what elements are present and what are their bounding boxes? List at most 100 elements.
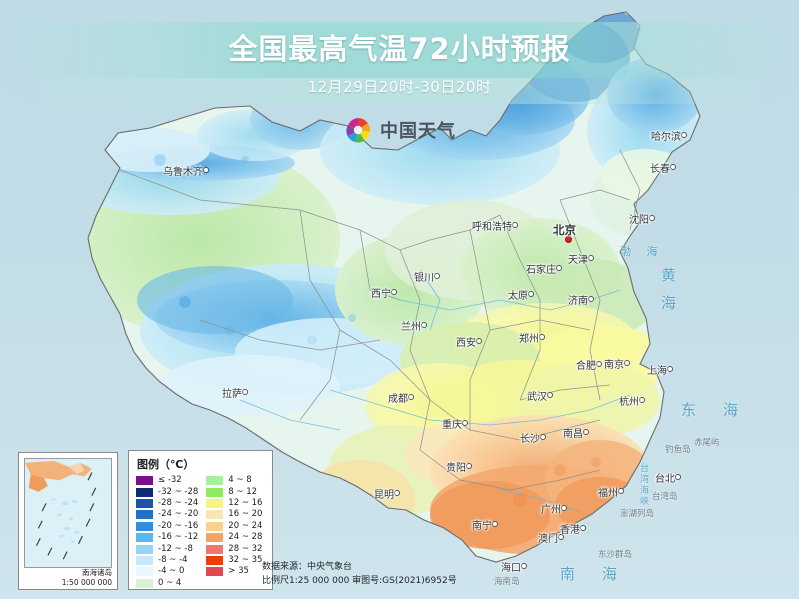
legend-swatch	[136, 533, 153, 543]
island-label: 台湾海峡	[638, 463, 648, 507]
inset-scale: 1:50 000 000	[61, 578, 112, 587]
capital-marker	[565, 236, 572, 243]
legend-item: -28 ~ -24	[136, 498, 198, 509]
city-label: 南京	[604, 360, 624, 371]
city-label: 哈尔滨	[651, 132, 681, 143]
city-label: 长春	[650, 164, 670, 175]
legend-label: 28 ~ 32	[228, 543, 263, 554]
sea-label: 黄	[661, 266, 683, 284]
city-label: 海口	[501, 563, 521, 574]
city-label: 武汉	[527, 392, 547, 403]
city-label: 西安	[456, 338, 476, 349]
legend-title: 图例（℃）	[137, 458, 195, 471]
city-label: 澳门	[538, 534, 558, 545]
city-marker	[670, 164, 676, 170]
legend-item: -32 ~ -28	[136, 486, 198, 497]
legend-swatch	[136, 567, 153, 577]
legend-swatch	[206, 567, 224, 577]
city-marker	[540, 434, 546, 440]
island-label: 澎湖列岛	[620, 509, 655, 519]
city-marker	[391, 289, 397, 295]
title-band-lower	[0, 78, 799, 104]
legend-swatch	[206, 544, 224, 554]
legend-swatch	[136, 510, 153, 520]
legend-item: 20 ~ 24	[206, 521, 262, 532]
legend-label: -32 ~ -28	[158, 486, 199, 497]
city-marker	[580, 525, 586, 531]
city-label: 济南	[568, 296, 588, 307]
legend-item: -20 ~ -16	[136, 521, 198, 532]
china-weather-swirl-icon	[343, 115, 373, 145]
legend-swatch	[206, 487, 224, 497]
legend-item: > 35	[206, 566, 262, 577]
legend-item: -16 ~ -12	[136, 532, 198, 543]
legend-label: 20 ~ 24	[228, 520, 263, 531]
brand-logo: 中国天气	[343, 112, 483, 148]
city-label: 西宁	[371, 289, 391, 300]
city-label: 广州	[541, 505, 561, 516]
legend-label: -4 ~ 0	[158, 566, 185, 577]
legend-label: -20 ~ -16	[158, 520, 199, 531]
city-label: 香港	[560, 525, 580, 536]
legend-item: 12 ~ 16	[206, 498, 262, 509]
city-label: 拉萨	[222, 389, 242, 400]
legend-item: 24 ~ 28	[206, 532, 262, 543]
legend-label: -24 ~ -20	[158, 509, 199, 520]
city-marker	[624, 360, 630, 366]
island-label: 赤尾屿	[694, 438, 720, 448]
city-marker	[462, 420, 468, 426]
city-marker	[675, 474, 681, 480]
city-label: 兰州	[401, 322, 421, 333]
city-label: 台北	[655, 474, 675, 485]
legend-item: -24 ~ -20	[136, 509, 198, 520]
city-label: 上海	[647, 366, 667, 377]
city-marker	[618, 488, 624, 494]
island-label: 东沙群岛	[598, 550, 633, 560]
city-marker	[476, 338, 482, 344]
city-marker	[492, 521, 498, 527]
legend-item: 4 ~ 8	[206, 475, 262, 486]
city-marker	[558, 534, 564, 540]
city-label: 杭州	[619, 397, 639, 408]
city-marker	[547, 392, 553, 398]
legend-label: 8 ~ 12	[228, 486, 258, 497]
legend-item: ≤ -32	[136, 475, 198, 486]
legend-item: 16 ~ 20	[206, 509, 262, 520]
city-label: 天津	[568, 255, 588, 266]
city-marker	[466, 463, 472, 469]
legend-label: -8 ~ -4	[158, 554, 188, 565]
city-marker	[561, 505, 567, 511]
page-title: 全国最高气温72小时预报	[228, 32, 571, 66]
city-marker	[539, 334, 545, 340]
city-label: 成都	[388, 394, 408, 405]
city-label: 乌鲁木齐	[163, 167, 203, 178]
brand-name: 中国天气	[380, 121, 456, 142]
legend-item: 0 ~ 4	[136, 578, 198, 589]
legend-swatch	[206, 510, 224, 520]
legend-swatch	[136, 544, 153, 554]
city-marker	[667, 366, 673, 372]
legend-swatch	[206, 521, 224, 531]
legend-item: 32 ~ 35	[206, 555, 262, 566]
island-label: 台湾岛	[652, 492, 678, 502]
sea-label: 南 海	[560, 565, 624, 583]
legend-item: -12 ~ -8	[136, 543, 198, 554]
data-source: 数据来源：中央气象台	[262, 562, 353, 572]
legend-swatch	[136, 555, 153, 565]
forecast-period: 12月29日20时-30日20时	[307, 78, 492, 96]
city-marker	[421, 322, 427, 328]
title-band-upper	[0, 22, 799, 78]
legend-label: ≤ -32	[158, 475, 182, 486]
legend-panel: 图例（℃） ≤ -32 -32 ~ -28 -28 ~ -24 -24 ~ -20 -2…	[128, 450, 273, 590]
city-label: 南宁	[472, 521, 492, 532]
city-label: 长沙	[520, 434, 540, 445]
inset-map-frame	[24, 458, 112, 568]
city-marker	[596, 361, 602, 367]
sea-label: 渤 海	[620, 245, 664, 258]
city-label: 合肥	[576, 361, 596, 372]
city-marker	[521, 563, 527, 569]
legend-label: 12 ~ 16	[228, 497, 263, 508]
city-marker	[556, 265, 562, 271]
legend-swatch	[136, 498, 153, 508]
city-label: 贵阳	[446, 463, 466, 474]
